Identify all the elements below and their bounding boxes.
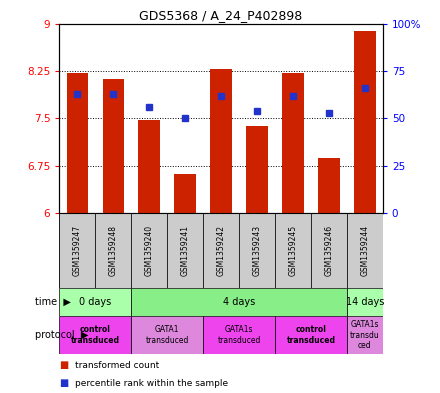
- Text: GSM1359248: GSM1359248: [109, 225, 118, 276]
- Text: 0 days: 0 days: [79, 297, 111, 307]
- Text: GSM1359243: GSM1359243: [253, 225, 261, 276]
- Text: protocol  ▶: protocol ▶: [35, 330, 88, 340]
- Bar: [246, 126, 268, 213]
- Text: GSM1359245: GSM1359245: [289, 225, 297, 276]
- Title: GDS5368 / A_24_P402898: GDS5368 / A_24_P402898: [139, 9, 303, 22]
- Bar: [95, 213, 131, 288]
- Text: GATA1
transduced: GATA1 transduced: [146, 325, 189, 345]
- Bar: [131, 213, 167, 288]
- Text: percentile rank within the sample: percentile rank within the sample: [75, 379, 228, 387]
- Text: 4 days: 4 days: [223, 297, 255, 307]
- Text: transformed count: transformed count: [75, 361, 159, 370]
- Text: GSM1359240: GSM1359240: [145, 225, 154, 276]
- Bar: [59, 288, 131, 316]
- Bar: [131, 288, 347, 316]
- Text: GSM1359244: GSM1359244: [360, 225, 369, 276]
- Bar: [174, 174, 196, 213]
- Bar: [203, 316, 275, 354]
- Text: GATA1s
transduced: GATA1s transduced: [217, 325, 261, 345]
- Bar: [167, 213, 203, 288]
- Bar: [131, 316, 203, 354]
- Text: GATA1s
transdu
ced: GATA1s transdu ced: [350, 320, 380, 350]
- Bar: [59, 316, 131, 354]
- Bar: [275, 213, 311, 288]
- Text: ■: ■: [59, 378, 69, 388]
- Bar: [203, 213, 239, 288]
- Bar: [347, 316, 383, 354]
- Text: time  ▶: time ▶: [35, 297, 71, 307]
- Bar: [318, 158, 340, 213]
- Bar: [354, 31, 376, 213]
- Text: control
transduced: control transduced: [71, 325, 120, 345]
- Bar: [66, 73, 88, 213]
- Bar: [59, 213, 95, 288]
- Bar: [347, 288, 383, 316]
- Text: GSM1359246: GSM1359246: [324, 225, 334, 276]
- Bar: [311, 213, 347, 288]
- Bar: [139, 120, 160, 213]
- Text: 14 days: 14 days: [346, 297, 384, 307]
- Bar: [210, 69, 232, 213]
- Bar: [103, 79, 124, 213]
- Text: GSM1359241: GSM1359241: [181, 225, 190, 276]
- Bar: [239, 213, 275, 288]
- Bar: [275, 316, 347, 354]
- Bar: [282, 73, 304, 213]
- Text: GSM1359242: GSM1359242: [216, 225, 226, 276]
- Text: ■: ■: [59, 360, 69, 371]
- Text: GSM1359247: GSM1359247: [73, 225, 82, 276]
- Bar: [347, 213, 383, 288]
- Text: control
transduced: control transduced: [286, 325, 335, 345]
